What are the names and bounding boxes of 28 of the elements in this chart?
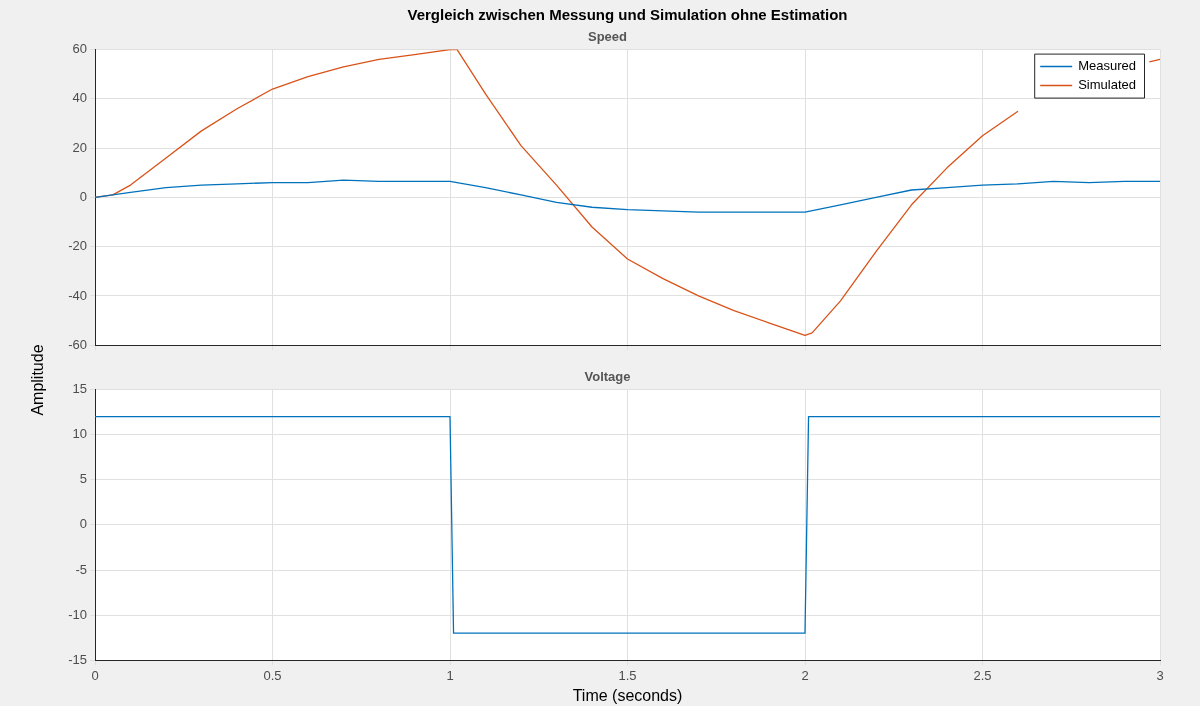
y-tick-label: 60	[72, 41, 87, 57]
y-tick-label: -15	[68, 651, 87, 667]
legend-label: Measured	[1078, 58, 1136, 74]
x-tick-label: 2	[801, 667, 809, 683]
y-tick-label: -40	[68, 287, 87, 303]
x-tick-label: 3	[1156, 667, 1164, 683]
x-tick-label: 2.5	[973, 667, 992, 683]
y-tick-label: -20	[68, 238, 87, 254]
y-tick-label: 15	[72, 381, 87, 397]
x-tick-label: 1	[446, 667, 454, 683]
chart-title: Vergleich zwischen Messung und Simulation ohne Estimation	[406, 6, 849, 23]
y-tick-label: -5	[75, 561, 87, 577]
y-tick-label: 0	[79, 188, 87, 204]
y-tick-label: -60	[68, 336, 87, 352]
chart-subtitle: Speed	[587, 29, 628, 45]
y-axis-title: Amplitude	[29, 344, 47, 416]
y-tick-label: 0	[79, 516, 87, 532]
x-tick-label: 1.5	[618, 667, 637, 683]
y-tick-label: -10	[68, 606, 87, 622]
x-axis-title: Time (seconds)	[572, 686, 683, 704]
x-tick-label: 0.5	[263, 667, 282, 683]
y-tick-label: 40	[72, 90, 87, 106]
y-tick-label: 20	[72, 139, 87, 155]
x-tick-label: 0	[91, 667, 99, 683]
y-tick-label: 10	[72, 426, 87, 442]
y-tick-label: 5	[79, 471, 87, 487]
legend-label: Simulated	[1078, 77, 1136, 93]
chart-title: Voltage	[584, 369, 631, 385]
